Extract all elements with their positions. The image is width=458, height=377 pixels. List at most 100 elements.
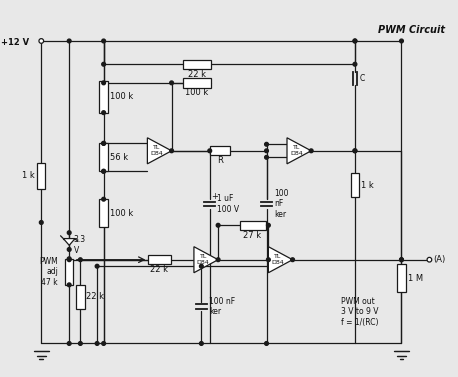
Text: -: - — [196, 262, 199, 271]
Circle shape — [400, 258, 403, 262]
Circle shape — [67, 283, 71, 287]
Bar — [99, 81, 108, 113]
Text: 22 k: 22 k — [188, 70, 206, 79]
Circle shape — [102, 141, 105, 145]
Circle shape — [67, 248, 71, 251]
Circle shape — [200, 342, 203, 345]
Circle shape — [102, 111, 105, 115]
Circle shape — [39, 221, 43, 224]
Text: 100
nF
ker: 100 nF ker — [274, 189, 289, 219]
Circle shape — [353, 62, 357, 66]
Circle shape — [216, 224, 220, 227]
Polygon shape — [63, 239, 75, 245]
Polygon shape — [194, 247, 218, 273]
Circle shape — [291, 258, 294, 262]
Circle shape — [95, 264, 99, 268]
Bar — [99, 199, 108, 227]
Circle shape — [400, 258, 403, 262]
Circle shape — [102, 81, 105, 85]
Bar — [351, 173, 359, 197]
Circle shape — [353, 39, 357, 43]
Text: -: - — [271, 262, 273, 271]
Circle shape — [102, 169, 105, 173]
Circle shape — [170, 149, 174, 153]
Text: 100 k: 100 k — [109, 208, 133, 218]
Circle shape — [102, 62, 105, 66]
Text: 100 k: 100 k — [109, 92, 133, 101]
Text: 1 k: 1 k — [22, 172, 35, 181]
Circle shape — [200, 264, 203, 268]
Circle shape — [102, 197, 105, 201]
Bar — [183, 60, 211, 69]
Circle shape — [267, 258, 270, 262]
Text: TL
D84: TL D84 — [271, 254, 284, 265]
Circle shape — [427, 257, 432, 262]
Text: 100 nF
ker: 100 nF ker — [209, 297, 235, 316]
Text: 22 k: 22 k — [151, 265, 169, 274]
Text: 22 k: 22 k — [87, 293, 104, 302]
Bar — [65, 259, 73, 285]
Circle shape — [267, 224, 270, 227]
Circle shape — [265, 155, 268, 159]
Circle shape — [95, 342, 99, 345]
Text: -: - — [289, 153, 292, 162]
Text: PWM Circuit: PWM Circuit — [378, 25, 445, 35]
Circle shape — [78, 342, 82, 345]
Circle shape — [265, 149, 268, 153]
Bar — [397, 264, 406, 292]
Text: +12 V: +12 V — [1, 38, 29, 48]
Circle shape — [208, 149, 212, 153]
Circle shape — [102, 39, 105, 43]
Text: +: + — [288, 140, 294, 149]
Text: 100 k: 100 k — [185, 89, 208, 97]
Bar — [148, 255, 171, 264]
Text: +: + — [148, 140, 154, 149]
Bar — [210, 146, 230, 155]
Text: 1 uF
100 V: 1 uF 100 V — [217, 194, 240, 213]
Bar — [240, 221, 266, 230]
Bar — [37, 163, 45, 189]
Circle shape — [67, 39, 71, 43]
Circle shape — [353, 149, 357, 153]
Circle shape — [309, 149, 313, 153]
Text: C: C — [359, 74, 365, 83]
Polygon shape — [147, 138, 172, 164]
Circle shape — [67, 258, 71, 262]
Circle shape — [78, 258, 82, 262]
Bar — [99, 143, 108, 171]
Circle shape — [353, 149, 357, 153]
Text: 1 M: 1 M — [408, 274, 423, 283]
Circle shape — [102, 169, 105, 173]
Text: (A): (A) — [433, 255, 445, 264]
Circle shape — [265, 342, 268, 345]
Text: +: + — [212, 192, 218, 201]
Circle shape — [265, 143, 268, 146]
Circle shape — [67, 231, 71, 234]
Text: TL
D84: TL D84 — [197, 254, 210, 265]
Text: 27 k: 27 k — [244, 231, 262, 240]
Text: PWM out
3 V to 9 V
f = 1/(RC): PWM out 3 V to 9 V f = 1/(RC) — [341, 297, 378, 327]
Text: -: - — [150, 153, 153, 162]
Circle shape — [353, 39, 357, 43]
Bar — [76, 285, 85, 309]
Text: +: + — [195, 249, 201, 258]
Text: 56 k: 56 k — [109, 153, 128, 162]
Bar — [183, 78, 211, 87]
Text: 3.3
V: 3.3 V — [74, 235, 86, 254]
Text: R: R — [217, 156, 223, 166]
Polygon shape — [287, 138, 311, 164]
Circle shape — [400, 39, 403, 43]
Circle shape — [102, 342, 105, 345]
Circle shape — [170, 81, 174, 85]
Text: TL
D84: TL D84 — [290, 146, 303, 156]
Text: 1 k: 1 k — [361, 181, 374, 190]
Text: +: + — [269, 249, 275, 258]
Circle shape — [67, 342, 71, 345]
Circle shape — [67, 257, 71, 261]
Text: TL
D84: TL D84 — [150, 146, 163, 156]
Text: PWM
adj
47 k: PWM adj 47 k — [39, 257, 58, 287]
Circle shape — [102, 141, 105, 145]
Circle shape — [39, 39, 44, 43]
Circle shape — [216, 258, 220, 262]
Polygon shape — [268, 247, 293, 273]
